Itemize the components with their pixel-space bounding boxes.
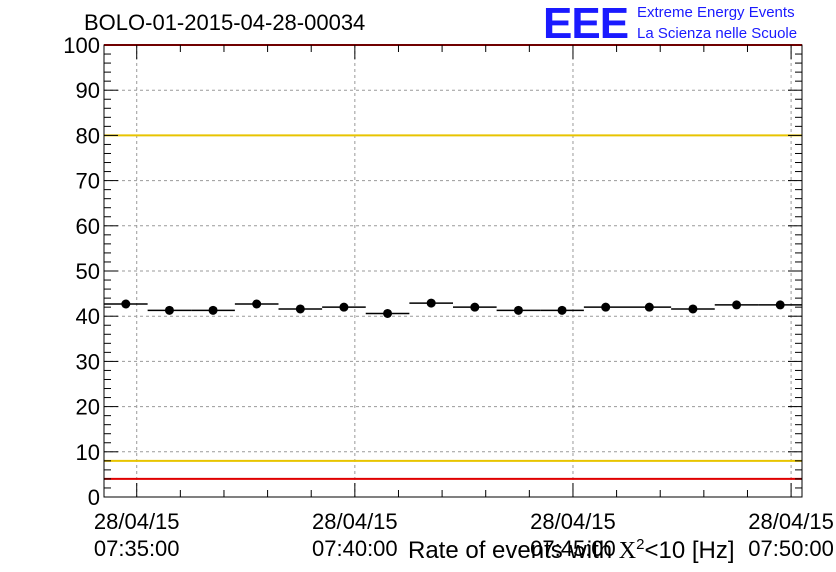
y-tick-label-20: 20 [76,395,100,420]
x-axis-title-suffix: <10 [Hz] [644,537,735,564]
data-point [513,305,523,315]
x-tick-date-1: 28/04/15 [312,509,398,534]
x-axis-title-exponent: 2 [636,536,645,553]
x-tick-time-1: 07:40:00 [312,536,398,561]
y-tick-label-0: 0 [88,485,100,510]
data-point [601,302,611,312]
axis-ticks [104,44,802,498]
data-point [383,308,393,318]
x-tick-time-3: 07:50:00 [748,536,834,561]
data-point [775,300,785,310]
x-tick-date-2: 28/04/15 [530,509,616,534]
x-tick-time-2: 07:45:00 [530,536,616,561]
eee-logo: EEE [543,0,629,48]
y-tick-label-30: 30 [76,349,100,374]
data-points [104,298,802,318]
data-point [339,302,349,312]
data-point [295,304,305,314]
tick-labels: 010203040506070809010028/04/1507:35:0028… [63,33,834,561]
logo-line-scienza-scuole: La Scienza nelle Scuole [637,25,798,42]
data-point [208,305,218,315]
data-point [688,304,698,314]
logo-line-extreme-energy-events: Extreme Energy Events [637,4,795,21]
x-axis-title-chi: X [618,538,637,564]
data-point [164,305,174,315]
data-point [470,302,480,312]
data-point [557,305,567,315]
y-tick-label-100: 100 [63,33,100,58]
x-tick-time-0: 07:35:00 [94,536,180,561]
x-tick-date-3: 28/04/15 [748,509,834,534]
grid-layer [104,45,802,497]
y-tick-label-60: 60 [76,214,100,239]
data-point [426,298,436,308]
chart-title: BOLO-01-2015-04-28-00034 [84,10,366,35]
x-axis-title: Rate of events with X2<10 [Hz] [408,536,735,565]
data-point [252,299,262,309]
x-axis-title-prefix: Rate of events with [408,537,619,564]
y-tick-label-40: 40 [76,304,100,329]
y-tick-label-10: 10 [76,440,100,465]
y-tick-label-80: 80 [76,123,100,148]
data-point [121,299,131,309]
data-point [644,302,654,312]
x-tick-date-0: 28/04/15 [94,509,180,534]
y-tick-label-50: 50 [76,259,100,284]
data-point [732,300,742,310]
reference-lines [104,44,802,480]
y-tick-label-90: 90 [76,78,100,103]
y-tick-label-70: 70 [76,169,100,194]
